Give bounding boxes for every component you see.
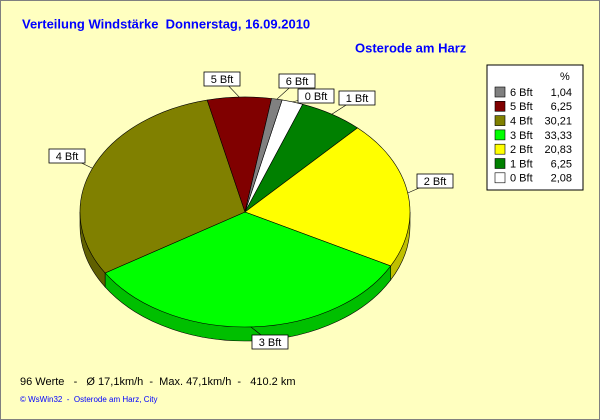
chart-title: Verteilung Windstärke Donnerstag, 16.09.… bbox=[22, 16, 310, 31]
slice-label: 3 Bft bbox=[259, 337, 282, 349]
legend-value: 2,08 bbox=[551, 173, 572, 185]
chart-subtitle: Osterode am Harz bbox=[355, 40, 467, 55]
slice-label-box bbox=[203, 71, 241, 87]
legend-swatch bbox=[494, 129, 506, 141]
legend-swatch bbox=[494, 143, 506, 155]
legend-box bbox=[486, 64, 584, 191]
credit: © WsWin32 - Osterode am Harz, City bbox=[20, 395, 157, 404]
legend-swatch bbox=[494, 158, 506, 169]
slice-label-box bbox=[416, 173, 454, 189]
slice-label-box bbox=[48, 148, 86, 164]
legend-label: 5 Bft bbox=[510, 101, 533, 113]
slice bbox=[79, 99, 246, 274]
legend-value: 6,25 bbox=[551, 158, 572, 170]
legend-label: 1 Bft bbox=[510, 158, 533, 170]
slice-label-box bbox=[251, 334, 289, 350]
legend-value: 6,25 bbox=[551, 101, 572, 113]
footer: 96 Werte - Ø 17,1km/h - Max. 47,1km/h - … bbox=[20, 376, 296, 388]
legend-label: 6 Bft bbox=[510, 87, 533, 99]
legend-label: 0 Bft bbox=[510, 173, 533, 185]
slice-label: 2 Bft bbox=[424, 176, 447, 188]
legend-label: 4 Bft bbox=[510, 116, 533, 128]
slice bbox=[244, 127, 411, 267]
slice-label-box bbox=[278, 73, 316, 89]
slice-label: 0 Bft bbox=[305, 91, 328, 103]
legend-value: 30,21 bbox=[544, 116, 572, 128]
legend-header: % bbox=[560, 71, 570, 83]
slice-label-box bbox=[297, 88, 335, 104]
legend-swatch bbox=[494, 86, 506, 98]
legend-swatch bbox=[494, 115, 506, 126]
slice-label-box bbox=[338, 90, 376, 106]
legend-label: 3 Bft bbox=[510, 130, 533, 142]
legend-value: 1,04 bbox=[551, 87, 572, 99]
slice bbox=[104, 211, 392, 328]
legend-swatch bbox=[494, 172, 506, 184]
legend-label: 2 Bft bbox=[510, 144, 533, 156]
slice-label: 4 Bft bbox=[56, 151, 79, 163]
slice-label: 1 Bft bbox=[346, 93, 369, 105]
slice-label: 6 Bft bbox=[286, 76, 309, 88]
legend-value: 20,83 bbox=[544, 144, 572, 156]
legend-value: 33,33 bbox=[544, 130, 572, 142]
slice-label: 5 Bft bbox=[211, 74, 234, 86]
legend-swatch bbox=[494, 101, 506, 112]
